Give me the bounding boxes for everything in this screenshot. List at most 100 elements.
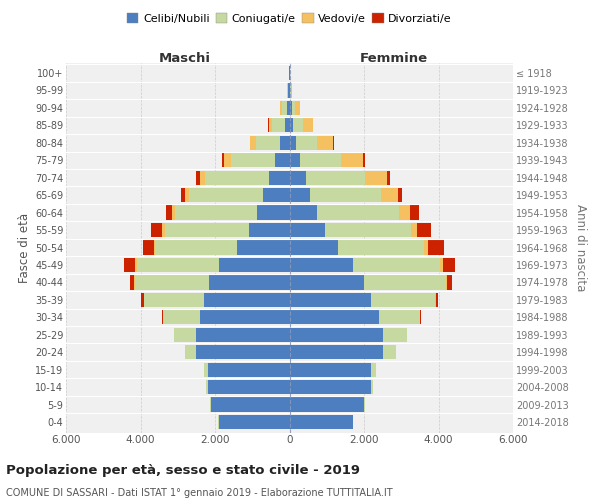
Bar	[364, 398, 365, 411]
Bar	[290, 118, 293, 132]
Text: COMUNE DI SASSARI - Dati ISTAT 1° gennaio 2019 - Elaborazione TUTTITALIA.IT: COMUNE DI SASSARI - Dati ISTAT 1° gennai…	[6, 488, 392, 498]
Bar	[172, 206, 175, 220]
Bar	[280, 136, 290, 150]
Bar	[218, 415, 219, 429]
Bar	[165, 223, 248, 237]
Bar	[263, 188, 290, 202]
Bar	[363, 153, 365, 168]
Bar	[238, 240, 290, 254]
Bar	[287, 84, 289, 98]
Bar	[163, 223, 165, 237]
Bar	[196, 170, 200, 185]
Bar	[155, 240, 238, 254]
Bar	[420, 310, 421, 324]
Y-axis label: Fasce di età: Fasce di età	[17, 212, 31, 282]
Bar	[230, 153, 275, 168]
Bar	[280, 100, 282, 115]
Bar	[137, 258, 219, 272]
Bar	[290, 398, 364, 411]
Bar	[208, 362, 290, 377]
Bar	[210, 398, 211, 411]
Legend: Celibi/Nubili, Coniugati/e, Vedovi/e, Divorziati/e: Celibi/Nubili, Coniugati/e, Vedovi/e, Di…	[123, 9, 456, 28]
Bar	[371, 380, 373, 394]
Bar	[446, 275, 448, 289]
Bar	[290, 100, 292, 115]
Bar	[293, 118, 302, 132]
Bar	[290, 380, 371, 394]
Bar	[379, 310, 420, 324]
Bar	[365, 170, 388, 185]
Bar	[144, 292, 204, 307]
Bar	[290, 223, 325, 237]
Bar	[196, 328, 290, 342]
Bar	[341, 153, 363, 168]
Bar	[410, 206, 419, 220]
Bar	[371, 292, 435, 307]
Bar	[289, 84, 290, 98]
Bar	[141, 292, 144, 307]
Bar	[291, 84, 292, 98]
Bar	[317, 206, 400, 220]
Bar	[205, 170, 269, 185]
Bar	[310, 188, 381, 202]
Bar	[248, 223, 290, 237]
Bar	[163, 310, 200, 324]
Bar	[282, 100, 287, 115]
Bar	[211, 398, 290, 411]
Bar	[222, 153, 224, 168]
Bar	[134, 275, 135, 289]
Bar	[130, 275, 134, 289]
Bar	[325, 223, 410, 237]
Bar	[189, 188, 263, 202]
Bar	[400, 206, 410, 220]
Bar	[435, 292, 436, 307]
Bar	[338, 240, 424, 254]
Bar	[174, 328, 196, 342]
Bar	[124, 258, 135, 272]
Bar	[371, 362, 376, 377]
Bar	[300, 153, 341, 168]
Bar	[440, 258, 443, 272]
Bar	[185, 345, 196, 360]
Bar	[290, 170, 305, 185]
Bar	[154, 240, 155, 254]
Bar	[206, 380, 208, 394]
Bar	[381, 188, 398, 202]
Bar	[383, 345, 395, 360]
Bar	[364, 275, 446, 289]
Bar	[290, 206, 317, 220]
Bar	[436, 292, 438, 307]
Bar	[175, 206, 257, 220]
Bar	[388, 170, 391, 185]
Bar	[317, 136, 334, 150]
Text: Popolazione per età, sesso e stato civile - 2019: Popolazione per età, sesso e stato civil…	[6, 464, 360, 477]
Bar	[448, 275, 452, 289]
Bar	[287, 100, 290, 115]
Bar	[204, 292, 290, 307]
Bar	[290, 328, 383, 342]
Bar	[290, 188, 310, 202]
Bar	[383, 328, 407, 342]
Bar	[292, 100, 295, 115]
Bar	[290, 136, 296, 150]
Bar	[302, 118, 313, 132]
Bar	[161, 310, 163, 324]
Bar	[290, 275, 364, 289]
Bar	[290, 240, 338, 254]
Bar	[305, 170, 365, 185]
Bar	[269, 170, 290, 185]
Bar	[353, 258, 440, 272]
Bar	[290, 362, 371, 377]
Bar	[166, 206, 172, 220]
Bar	[295, 100, 299, 115]
Bar	[272, 118, 284, 132]
Bar	[290, 415, 353, 429]
Bar	[443, 258, 455, 272]
Bar	[135, 258, 137, 272]
Bar	[196, 345, 290, 360]
Bar	[143, 240, 154, 254]
Bar	[290, 310, 379, 324]
Bar	[275, 153, 290, 168]
Bar	[208, 380, 290, 394]
Bar	[428, 240, 444, 254]
